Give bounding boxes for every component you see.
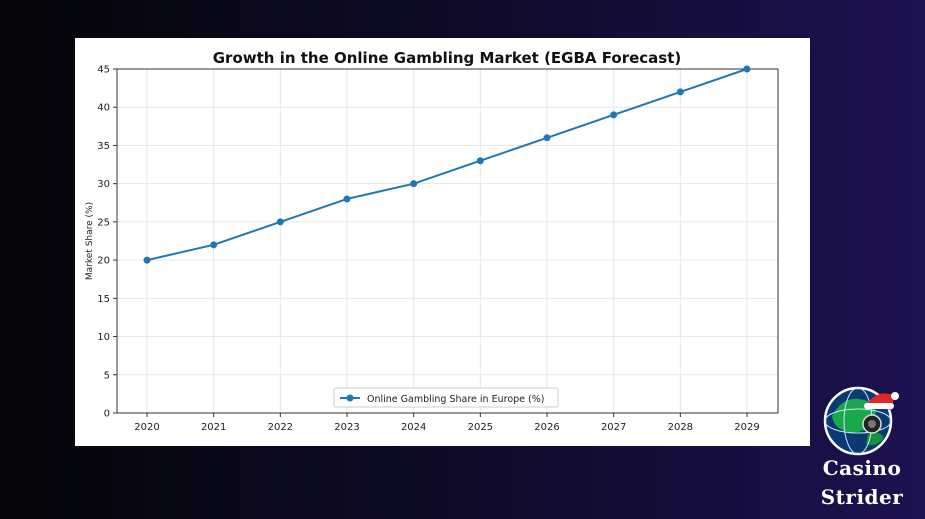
data-point (610, 111, 618, 119)
brand-name-line2: Strider (820, 485, 904, 509)
data-point (676, 88, 684, 96)
data-point (343, 195, 351, 203)
brand-name-line1: Casino (822, 456, 902, 480)
legend-point-marker (346, 394, 354, 402)
data-point (410, 180, 418, 188)
legend-box (333, 387, 559, 408)
y-tick-label: 20 (97, 256, 110, 267)
x-tick-label: 2023 (334, 422, 359, 433)
data-point (743, 65, 751, 73)
series-line (146, 68, 748, 262)
y-tick-label: 0 (104, 409, 110, 420)
data-point (476, 157, 484, 165)
x-tick-label: 2021 (201, 422, 226, 433)
globe-with-santa-hat-icon (823, 386, 899, 456)
x-tick-label: 2028 (668, 422, 693, 433)
line-chart: Growth in the Online Gambling Market (EG… (85, 49, 779, 433)
x-tick-label: 2020 (134, 422, 159, 433)
data-point (543, 134, 551, 142)
y-tick-label: 40 (97, 103, 110, 114)
y-tick-label: 15 (97, 294, 110, 305)
x-tick-label: 2022 (268, 422, 293, 433)
x-tick-label: 2024 (401, 422, 426, 433)
legend-label: Online Gambling Share in Europe (%) (367, 394, 544, 405)
plot-frame (116, 68, 779, 414)
legend: Online Gambling Share in Europe (%) (333, 387, 559, 408)
y-tick-label: 45 (97, 65, 110, 76)
y-tick-label: 35 (97, 141, 110, 152)
y-tick-label: 30 (97, 179, 110, 190)
x-tick-label: 2029 (734, 422, 759, 433)
y-tick-label: 25 (97, 217, 110, 228)
data-point (276, 218, 284, 226)
y-tick-label: 10 (97, 332, 110, 343)
data-point (143, 256, 151, 264)
chart-title: Growth in the Online Gambling Market (EG… (213, 49, 682, 67)
brand-name: Casino Strider (810, 454, 914, 512)
x-tick-label: 2027 (601, 422, 626, 433)
chart-card: Growth in the Online Gambling Market (EG… (75, 38, 810, 446)
y-axis-label: Market Share (%) (85, 202, 95, 280)
data-point (210, 241, 218, 249)
casino-strider-logo: Casino Strider (810, 386, 914, 516)
y-tick-label: 5 (104, 370, 110, 381)
x-tick-label: 2025 (468, 422, 493, 433)
x-tick-label: 2026 (534, 422, 559, 433)
